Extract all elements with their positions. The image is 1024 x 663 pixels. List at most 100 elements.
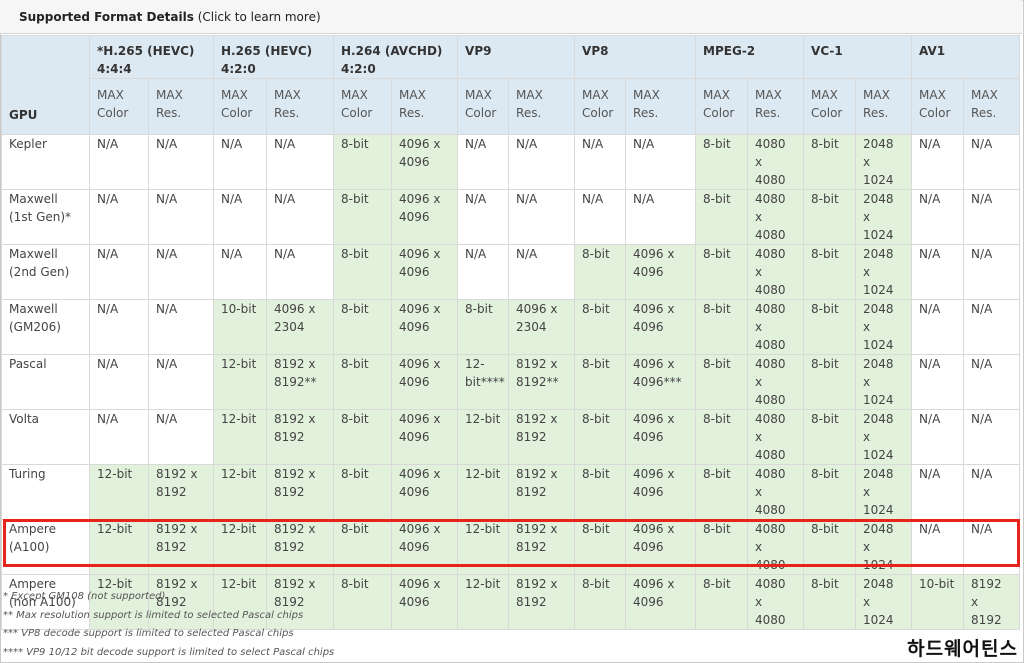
table-cell: 4096 x 4096: [625, 409, 697, 465]
table-cell: 8-bit: [574, 244, 627, 300]
table-cell: 8-bit: [333, 299, 393, 355]
table-cell: 8-bit: [803, 519, 857, 575]
max-color-header: MAX Color: [89, 78, 149, 135]
table-cell: 8-bit: [333, 244, 393, 300]
table-cell: 8-bit: [574, 354, 627, 410]
table-cell: 8-bit: [695, 519, 749, 575]
table-cell: 8-bit: [333, 409, 393, 465]
table-cell: 12-bit: [213, 354, 268, 410]
table-cell: N/A: [508, 134, 576, 190]
table-cell: 8-bit: [695, 244, 749, 300]
table-row: Maxwell (2nd Gen) N/A N/A N/A N/A 8-bit 4096 x…: [1, 244, 1021, 300]
table-cell: N/A: [147, 354, 215, 410]
gpu-name-cell: Maxwell (GM206): [1, 299, 90, 355]
heading-title: Supported Format Details: [19, 10, 194, 24]
table-row: Turing 12-bit 8192 x 8192 12-bit 8192 x 8192…: [1, 464, 1021, 520]
table-cell: 4096 x 2304: [266, 299, 335, 355]
format-header: MPEG-2: [695, 35, 805, 79]
footnote-4: **** VP9 10/12 bit decode support is lim…: [3, 646, 335, 658]
table-cell: 4096 x 4096: [625, 464, 697, 520]
table-cell: N/A: [89, 354, 149, 410]
max-color-header: MAX Color: [803, 78, 857, 135]
table-cell: 8192 x 8192: [266, 464, 335, 520]
table-cell: 2048 x 1024: [855, 299, 913, 355]
table-cell: 8192 x 8192: [508, 574, 576, 630]
table-cell: 8-bit: [333, 354, 393, 410]
footnote-1: * Except GM108 (not supported): [3, 591, 166, 602]
format-support-table: GPU *H.265 (HEVC) 4:4:4 H.265 (HEVC) 4:2:…: [1, 35, 1021, 630]
table-cell: 12-bit: [213, 519, 268, 575]
format-header: VP8: [574, 35, 697, 79]
table-cell: 12-bit: [457, 409, 510, 465]
max-res-header: MAX Res.: [266, 78, 335, 135]
table-cell: 8192 x 8192**: [508, 354, 576, 410]
table-cell: 4080 x 4080: [747, 189, 805, 245]
table-cell: N/A: [147, 189, 215, 245]
table-cell: 12-bit: [89, 464, 149, 520]
table-cell: 12-bit: [457, 574, 510, 630]
table-row: Volta N/A N/A 12-bit 8192 x 8192 8-bit 4096 x …: [1, 409, 1021, 465]
gpu-name-cell: Maxwell (2nd Gen): [1, 244, 90, 300]
table-row: Maxwell (GM206) N/A N/A 10-bit 4096 x 2304 8-…: [1, 299, 1021, 355]
max-res-header: MAX Res.: [147, 78, 215, 135]
table-cell: 4096 x 4096: [391, 574, 459, 630]
format-header: H.264 (AVCHD) 4:2:0: [333, 35, 459, 79]
table-cell: 4096 x 4096: [391, 134, 459, 190]
table-cell: N/A: [574, 189, 627, 245]
table-cell: 8-bit: [457, 299, 510, 355]
table-cell: 2048 x 1024: [855, 519, 913, 575]
max-color-header: MAX Color: [695, 78, 749, 135]
learn-more-link[interactable]: (Click to learn more): [197, 10, 321, 24]
gpu-name-cell: Maxwell (1st Gen)*: [1, 189, 90, 245]
table-cell: 8-bit: [803, 244, 857, 300]
table-cell: N/A: [147, 134, 215, 190]
gpu-name-cell: Kepler: [1, 134, 90, 190]
table-cell: N/A: [963, 189, 1021, 245]
table-cell: 10-bit: [213, 299, 268, 355]
table-cell: 4096 x 4096: [625, 299, 697, 355]
table-cell: 8-bit: [695, 354, 749, 410]
table-cell: 8192 x 8192: [508, 464, 576, 520]
table-cell: N/A: [911, 464, 965, 520]
table-cell: 2048 x 1024: [855, 189, 913, 245]
table-cell: N/A: [911, 354, 965, 410]
table-cell: 8-bit: [803, 574, 857, 630]
table-cell: N/A: [213, 244, 268, 300]
table-cell: N/A: [89, 299, 149, 355]
footnote-3: *** VP8 decode support is limited to sel…: [3, 628, 294, 639]
table-cell: N/A: [963, 134, 1021, 190]
table-cell: N/A: [911, 519, 965, 575]
table-cell: 12-bit: [213, 409, 268, 465]
table-cell: N/A: [147, 299, 215, 355]
table-cell: N/A: [625, 134, 697, 190]
table-cell: N/A: [911, 299, 965, 355]
table-cell: 12-bit: [457, 519, 510, 575]
table-cell: 8-bit: [803, 354, 857, 410]
table-cell: 2048 x 1024: [855, 464, 913, 520]
table-cell: 8-bit: [574, 409, 627, 465]
table-cell: 4080 x 4080: [747, 244, 805, 300]
table-cell: 4096 x 4096: [625, 574, 697, 630]
table-cell: 8-bit: [695, 189, 749, 245]
footnote-2: ** Max resolution support is limited to …: [3, 609, 304, 621]
section-heading[interactable]: Supported Format Details (Click to learn…: [0, 0, 1022, 34]
gpu-column-header: GPU: [1, 35, 90, 135]
table-cell: 4096 x 4096: [625, 519, 697, 575]
table-cell: N/A: [147, 244, 215, 300]
table-cell: 8192 x 8192**: [266, 354, 335, 410]
table-cell: N/A: [911, 409, 965, 465]
table-cell: 12-bit****: [457, 354, 510, 410]
table-cell: 2048 x 1024: [855, 244, 913, 300]
table-cell: 8-bit: [574, 464, 627, 520]
table-cell: 8192 x 8192: [266, 574, 335, 630]
table-cell: 8192 x 8192: [508, 409, 576, 465]
table-cell: 4096 x 4096: [391, 299, 459, 355]
table-cell: N/A: [213, 189, 268, 245]
table-cell: 12-bit: [457, 464, 510, 520]
gpu-name-cell: Volta: [1, 409, 90, 465]
table-cell: 8-bit: [803, 134, 857, 190]
table-cell: N/A: [911, 189, 965, 245]
table-cell: 8-bit: [803, 464, 857, 520]
table-cell: N/A: [266, 134, 335, 190]
max-res-header: MAX Res.: [747, 78, 805, 135]
